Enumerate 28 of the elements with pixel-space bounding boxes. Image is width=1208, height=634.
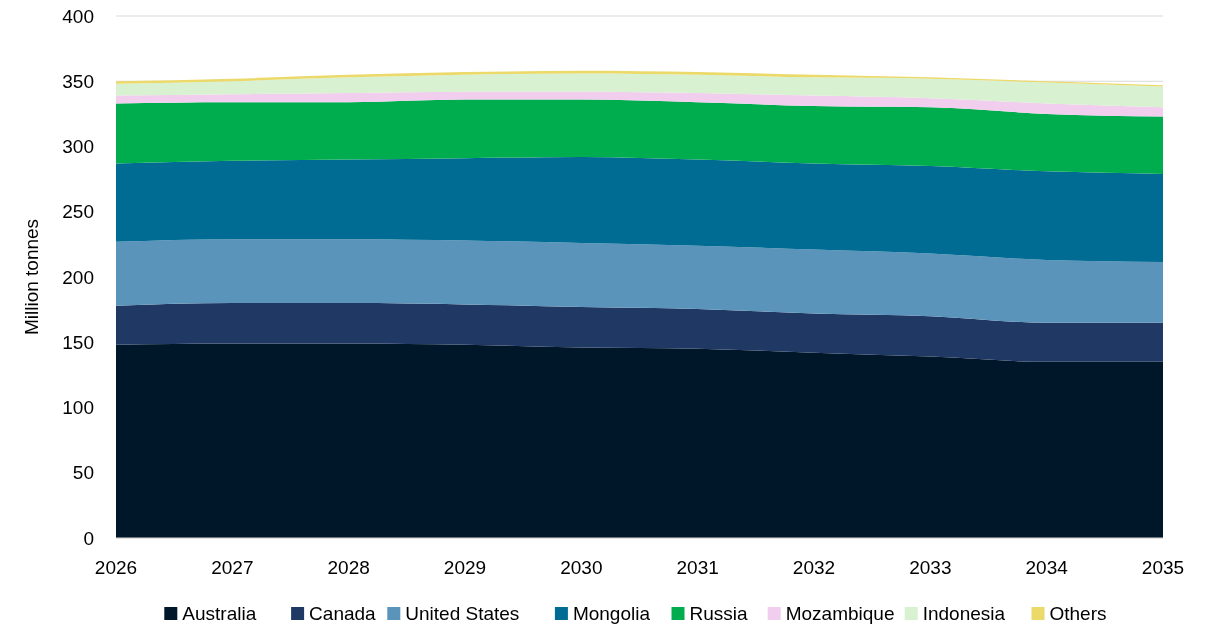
legend-label: Indonesia — [922, 603, 1006, 624]
legend-label: Others — [1049, 603, 1107, 624]
y-tick-label: 100 — [62, 397, 94, 419]
y-tick-label: 300 — [62, 136, 94, 158]
x-tick-label: 2031 — [676, 557, 719, 578]
legend-label: Canada — [309, 603, 377, 624]
x-tick-label: 2035 — [1141, 557, 1185, 578]
legend-label: Mozambique — [785, 603, 895, 624]
legend-label: Australia — [182, 603, 257, 624]
x-tick-label: 2026 — [94, 557, 138, 578]
y-tick-label: 50 — [72, 462, 94, 484]
y-tick-label: 250 — [62, 201, 94, 223]
x-tick-label: 2028 — [327, 557, 370, 578]
x-tick-label: 2032 — [792, 557, 836, 578]
legend-label: United States — [405, 603, 520, 624]
x-tick-label: 2030 — [560, 557, 603, 578]
y-tick-label: 0 — [83, 527, 94, 549]
x-tick-label: 2029 — [443, 557, 487, 578]
y-tick-label: 200 — [62, 266, 94, 288]
y-tick-label: 150 — [62, 331, 94, 353]
legend-label: Russia — [689, 603, 749, 624]
legend-label: Mongolia — [572, 603, 651, 624]
x-tick-label: 2033 — [909, 557, 952, 578]
x-tick-label: 2034 — [1025, 557, 1069, 578]
y-axis-title: Million tonnes — [21, 218, 42, 336]
x-tick-label: 2027 — [211, 557, 254, 578]
y-tick-label: 350 — [62, 70, 94, 92]
y-tick-label: 400 — [62, 5, 94, 27]
